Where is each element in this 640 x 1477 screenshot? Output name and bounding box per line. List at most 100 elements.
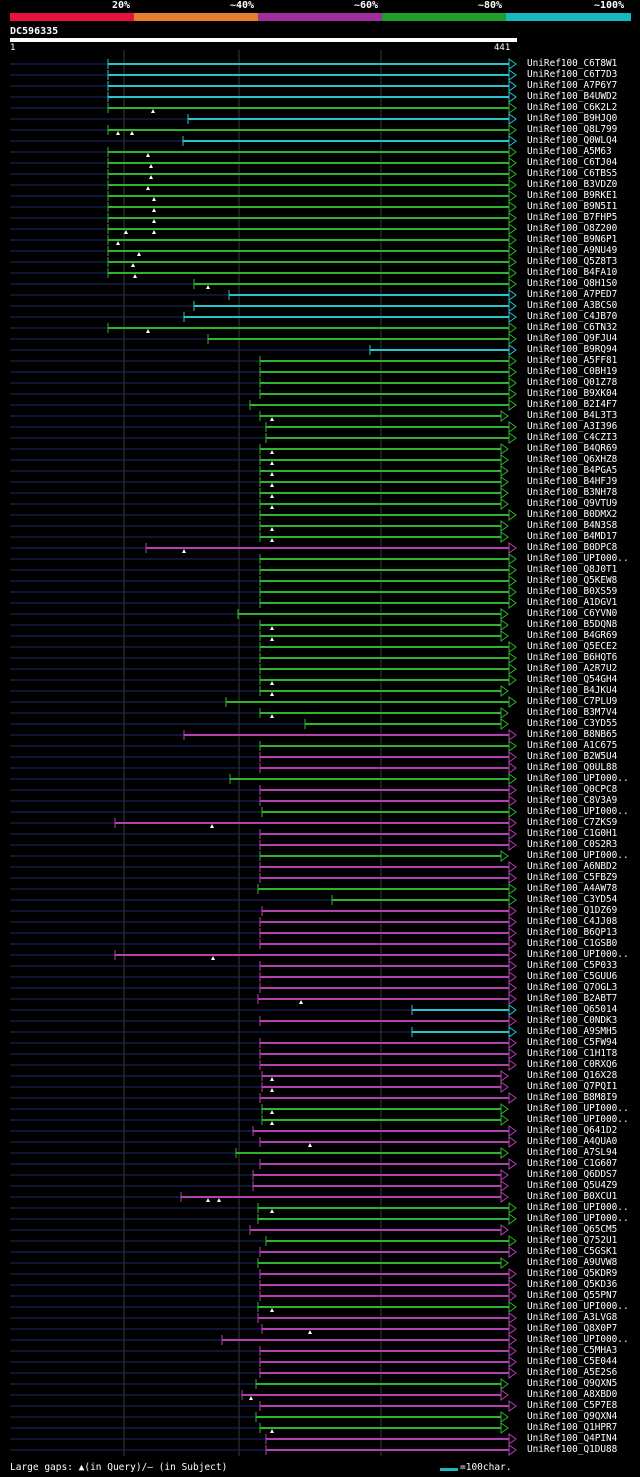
hit-label[interactable]: UniRef100_B2W5U4: [527, 751, 618, 762]
hit-row[interactable]: [10, 641, 517, 653]
hit-label[interactable]: UniRef100_B8NB65: [527, 729, 618, 740]
hit-label[interactable]: UniRef100_Q6XHZ8: [527, 454, 618, 465]
hit-row[interactable]: [10, 1268, 517, 1280]
hit-row[interactable]: [10, 146, 517, 158]
hit-label[interactable]: UniRef100_B2ABT7: [527, 993, 618, 1004]
hit-label[interactable]: UniRef100_C1G0H1: [527, 828, 618, 839]
hit-label[interactable]: UniRef100_B7FHP5: [527, 212, 618, 223]
hit-row[interactable]: [10, 938, 517, 950]
hit-label[interactable]: UniRef100_Q65CM5: [527, 1224, 618, 1235]
hit-row[interactable]: [10, 179, 517, 191]
hit-label[interactable]: UniRef100_A3I396: [527, 421, 618, 432]
hit-label[interactable]: UniRef100_C6T7D3: [527, 69, 618, 80]
hit-row[interactable]: [10, 1422, 509, 1434]
hit-label[interactable]: UniRef100_Q5KDR9: [527, 1268, 618, 1279]
hit-label[interactable]: UniRef100_Q55PN7: [527, 1290, 618, 1301]
hit-label[interactable]: UniRef100_Q8X0P7: [527, 1323, 618, 1334]
hit-row[interactable]: [10, 1400, 517, 1412]
hit-row[interactable]: [10, 707, 509, 719]
hit-row[interactable]: [10, 366, 517, 378]
hit-label[interactable]: UniRef100_C7PLU9: [527, 696, 618, 707]
hit-row[interactable]: [10, 1334, 517, 1346]
hit-row[interactable]: [10, 971, 517, 983]
hit-row[interactable]: [10, 1004, 517, 1016]
hit-label[interactable]: UniRef100_B9N6P1: [527, 234, 618, 245]
hit-row[interactable]: [10, 1367, 517, 1379]
hit-row[interactable]: [10, 1103, 509, 1115]
hit-row[interactable]: [10, 1015, 517, 1027]
hit-row[interactable]: [10, 619, 509, 631]
hit-row[interactable]: [10, 1180, 509, 1192]
hit-row[interactable]: [10, 663, 517, 675]
hit-row[interactable]: [10, 1235, 517, 1247]
hit-row[interactable]: [10, 454, 509, 466]
hit-row[interactable]: [10, 960, 517, 972]
hit-row[interactable]: [10, 1125, 517, 1137]
hit-label[interactable]: UniRef100_Q9FJU4: [527, 333, 618, 344]
hit-row[interactable]: [10, 608, 509, 620]
hit-label[interactable]: UniRef100_B0XS59: [527, 586, 618, 597]
hit-row[interactable]: [10, 1037, 517, 1049]
hit-row[interactable]: [10, 751, 517, 763]
hit-label[interactable]: UniRef100_A9UVW8: [527, 1257, 618, 1268]
hit-row[interactable]: [10, 476, 509, 488]
hit-label[interactable]: UniRef100_C6K2L2: [527, 102, 618, 113]
hit-row[interactable]: [10, 531, 509, 543]
hit-row[interactable]: [10, 674, 517, 686]
hit-label[interactable]: UniRef100_Q6DDS7: [527, 1169, 618, 1180]
hit-label[interactable]: UniRef100_B0XCU1: [527, 1191, 618, 1202]
hit-row[interactable]: [10, 685, 509, 697]
hit-label[interactable]: UniRef100_Q8L799: [527, 124, 618, 135]
hit-label[interactable]: UniRef100_B9HJQ0: [527, 113, 618, 124]
hit-row[interactable]: [10, 168, 517, 180]
hit-label[interactable]: UniRef100_C3YD55: [527, 718, 618, 729]
hit-label[interactable]: UniRef100_B4GR69: [527, 630, 618, 641]
hit-label[interactable]: UniRef100_C5E044: [527, 1356, 618, 1367]
hit-row[interactable]: [10, 80, 517, 92]
hit-row[interactable]: [10, 289, 517, 301]
hit-row[interactable]: [10, 135, 517, 147]
hit-row[interactable]: [10, 421, 517, 433]
hit-label[interactable]: UniRef100_Q641D2: [527, 1125, 618, 1136]
hit-row[interactable]: [10, 1279, 517, 1291]
hit-row[interactable]: [10, 465, 509, 477]
hit-label[interactable]: UniRef100_UPI000..: [527, 1114, 629, 1125]
hit-label[interactable]: UniRef100_O8Z200: [527, 223, 618, 234]
hit-row[interactable]: [10, 498, 509, 510]
hit-label[interactable]: UniRef100_Q8H1S0: [527, 278, 618, 289]
hit-row[interactable]: [10, 806, 517, 818]
hit-label[interactable]: UniRef100_C0S2R3: [527, 839, 618, 850]
hit-label[interactable]: UniRef100_Q1HPR7: [527, 1422, 618, 1433]
hit-label[interactable]: UniRef100_B9XK04: [527, 388, 618, 399]
hit-row[interactable]: [10, 740, 517, 752]
hit-row[interactable]: [10, 850, 509, 862]
hit-label[interactable]: UniRef100_A3LVG8: [527, 1312, 618, 1323]
hit-label[interactable]: UniRef100_Q5KD36: [527, 1279, 618, 1290]
hit-label[interactable]: UniRef100_C6T8W1: [527, 58, 618, 69]
hit-row[interactable]: [10, 487, 509, 499]
hit-label[interactable]: UniRef100_Q1DZ69: [527, 905, 618, 916]
hit-label[interactable]: UniRef100_Q9VTU9: [527, 498, 618, 509]
hit-row[interactable]: [10, 1323, 517, 1335]
hit-label[interactable]: UniRef100_C5GSK1: [527, 1246, 618, 1257]
hit-row[interactable]: [10, 1290, 517, 1302]
hit-label[interactable]: UniRef100_Q9QXN5: [527, 1378, 618, 1389]
hit-label[interactable]: UniRef100_Q65014: [527, 1004, 618, 1015]
hit-label[interactable]: UniRef100_UPI000..: [527, 1103, 629, 1114]
hit-row[interactable]: [10, 245, 517, 257]
hit-label[interactable]: UniRef100_A8XBD0: [527, 1389, 618, 1400]
hit-row[interactable]: [10, 69, 517, 81]
hit-label[interactable]: UniRef100_C3YD54: [527, 894, 618, 905]
hit-row[interactable]: [10, 333, 517, 345]
hit-label[interactable]: UniRef100_A4AW78: [527, 883, 618, 894]
hit-row[interactable]: [10, 1389, 509, 1401]
hit-label[interactable]: UniRef100_B4QR69: [527, 443, 618, 454]
hit-row[interactable]: [10, 916, 517, 928]
hit-label[interactable]: UniRef100_Q8J0T1: [527, 564, 618, 575]
hit-row[interactable]: [10, 1081, 509, 1093]
hit-row[interactable]: [10, 91, 517, 103]
hit-label[interactable]: UniRef100_B4L3T3: [527, 410, 618, 421]
hit-label[interactable]: UniRef100_C6TN32: [527, 322, 618, 333]
hit-label[interactable]: UniRef100_A6NBD2: [527, 861, 618, 872]
hit-label[interactable]: UniRef100_Q0CPC8: [527, 784, 618, 795]
